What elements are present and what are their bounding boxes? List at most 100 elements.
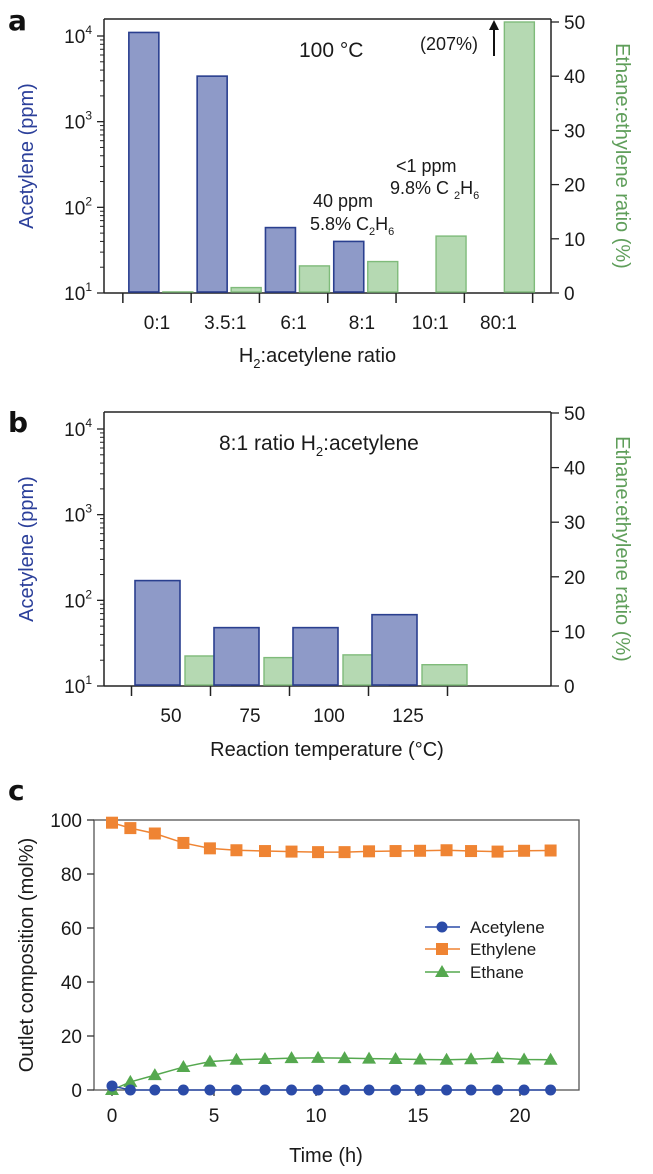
x-tick-label: 20 xyxy=(509,1106,530,1127)
legend-marker-acetylene xyxy=(436,921,448,933)
data-point-ethane xyxy=(517,1052,532,1065)
panel-a-chart: 101 102 103 104 0 10 20 30 40 50 0:1 3.5:1 6:1 8:1 10:… xyxy=(16,13,633,371)
data-point-acetylene xyxy=(414,1084,426,1096)
data-point-ethylene xyxy=(177,836,190,849)
x-tick-label: 15 xyxy=(407,1106,428,1127)
panel-b-chart: 101 102 103 104 0 10 20 30 40 50 50 75 100 125 Acetyle… xyxy=(16,404,633,761)
acetylene-bar xyxy=(292,626,339,686)
left-axis-title: Acetylene (ppm) xyxy=(16,476,38,622)
annotation-10to1-ethane: 9.8% C 2H6 xyxy=(390,178,479,202)
data-point-ethane xyxy=(123,1074,138,1087)
acetylene-bar xyxy=(371,613,418,686)
annotation-clipped-value: (207%) xyxy=(420,34,478,54)
data-point-acetylene xyxy=(545,1084,557,1096)
y-tick-label: 60 xyxy=(61,919,82,940)
data-point-ethylene xyxy=(544,844,557,857)
data-point-ethane xyxy=(202,1054,217,1067)
data-point-acetylene xyxy=(339,1084,351,1096)
legend-label-ethylene: Ethylene xyxy=(470,940,536,959)
data-point-ethane xyxy=(439,1052,454,1065)
data-point-acetylene xyxy=(441,1084,453,1096)
panel-letter-a: a xyxy=(8,4,27,37)
right-axis-title: Ethane:ethylene ratio (%) xyxy=(611,436,633,662)
acetylene-bar xyxy=(213,626,260,686)
right-tick-label: 10 xyxy=(564,622,585,643)
legend-label-ethane: Ethane xyxy=(470,963,524,982)
data-point-ethylene xyxy=(518,844,531,857)
data-point-ethylene xyxy=(106,816,118,829)
data-point-ethane xyxy=(284,1051,299,1064)
data-point-acetylene xyxy=(465,1084,477,1096)
data-point-acetylene xyxy=(312,1084,324,1096)
x-tick-label: 50 xyxy=(160,706,181,727)
data-point-ethylene xyxy=(148,827,161,840)
y-tick-label: 100 xyxy=(50,811,82,832)
right-tick-label: 0 xyxy=(564,284,575,305)
data-point-ethane xyxy=(176,1060,191,1073)
data-point-ethylene xyxy=(363,845,376,858)
data-point-acetylene xyxy=(177,1084,189,1096)
acetylene-bar xyxy=(128,31,160,293)
data-point-ethylene xyxy=(440,844,453,857)
ratio-bar xyxy=(435,235,467,293)
x-tick-label: 10 xyxy=(305,1106,326,1127)
data-point-ethane xyxy=(388,1051,403,1064)
left-tick-label: 104 xyxy=(64,416,92,441)
series-line-ethane xyxy=(111,1057,551,1091)
data-point-ethane xyxy=(413,1052,428,1065)
data-point-ethylene xyxy=(285,845,298,858)
data-point-ethylene xyxy=(491,845,504,858)
data-point-ethylene xyxy=(312,846,325,859)
left-tick-label: 102 xyxy=(64,194,92,219)
data-point-ethylene xyxy=(389,845,402,858)
legend-marker-ethylene xyxy=(436,943,448,955)
acetylene-bar xyxy=(332,240,365,293)
right-tick-label: 30 xyxy=(564,121,585,142)
left-tick-label: 103 xyxy=(64,502,92,527)
ratio-bar xyxy=(367,260,399,293)
ratio-bar xyxy=(298,265,331,293)
data-point-ethane xyxy=(464,1052,479,1065)
right-tick-label: 0 xyxy=(564,677,575,698)
y-tick-label: 20 xyxy=(61,1027,82,1048)
left-tick-label: 101 xyxy=(64,673,92,698)
annotation-10to1-ppm: <1 ppm xyxy=(396,156,457,176)
legend-label-acetylene: Acetylene xyxy=(470,918,545,937)
data-point-ethane xyxy=(490,1051,505,1064)
y-tick-label: 40 xyxy=(61,973,82,994)
left-tick-label: 102 xyxy=(64,587,92,612)
ratio-bar xyxy=(503,21,536,293)
data-point-ethane xyxy=(258,1051,272,1064)
data-point-ethane xyxy=(337,1051,352,1064)
data-point-ethane xyxy=(543,1052,558,1065)
right-tick-label: 20 xyxy=(564,568,585,589)
x-tick-label: 100 xyxy=(313,706,345,727)
x-axis-title: H2:acetylene ratio xyxy=(239,345,396,371)
data-point-ethylene xyxy=(124,822,137,835)
x-tick-label: 3.5:1 xyxy=(204,313,246,334)
left-tick-label: 104 xyxy=(64,23,92,48)
right-tick-label: 40 xyxy=(564,67,585,88)
data-point-acetylene xyxy=(390,1084,402,1096)
panel-b-condition-label: 8:1 ratio H2:acetylene xyxy=(219,432,419,459)
left-tick-label: 101 xyxy=(64,280,92,305)
acetylene-bar xyxy=(196,75,228,293)
x-tick-label: 5 xyxy=(209,1106,220,1127)
data-point-acetylene xyxy=(149,1084,161,1096)
ratio-bar xyxy=(230,286,262,293)
right-tick-label: 20 xyxy=(564,176,585,197)
x-axis-title: Reaction temperature (°C) xyxy=(210,739,444,761)
data-point-ethane xyxy=(311,1050,326,1063)
x-axis-title: Time (h) xyxy=(289,1145,363,1167)
x-tick-label: 125 xyxy=(392,706,424,727)
data-point-acetylene xyxy=(492,1084,504,1096)
annotation-8to1-ppm: 40 ppm xyxy=(313,191,373,211)
acetylene-bar xyxy=(134,579,181,686)
legend-marker-ethane xyxy=(435,965,449,977)
right-tick-label: 30 xyxy=(564,513,585,534)
right-tick-label: 10 xyxy=(564,230,585,251)
panel-letter-c: c xyxy=(8,774,25,807)
data-point-ethylene xyxy=(259,845,271,858)
data-point-acetylene xyxy=(230,1084,242,1096)
